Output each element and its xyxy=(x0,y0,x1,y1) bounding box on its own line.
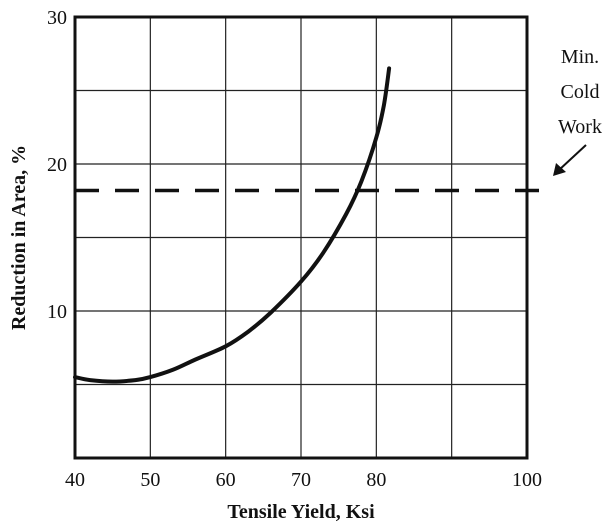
x-tick-label: 100 xyxy=(512,469,542,491)
annotation-arrowhead-icon xyxy=(553,163,566,176)
annotation-line-2: Cold xyxy=(561,81,600,103)
x-tick-label: 70 xyxy=(291,469,311,491)
annotation-line-1: Min. xyxy=(561,46,599,68)
annotation-line-3: Work xyxy=(558,116,602,138)
y-axis-label: Reduction in Area, % xyxy=(8,145,30,330)
y-tick-label: 30 xyxy=(47,7,67,29)
min-cold-work-annotation: Min. Cold Work xyxy=(553,46,602,176)
x-axis-label: Tensile Yield, Ksi xyxy=(227,501,375,523)
plot-frame xyxy=(73,15,529,460)
x-tick-label: 60 xyxy=(216,469,236,491)
y-tick-label: 10 xyxy=(47,301,67,323)
annotation-arrow-icon xyxy=(558,144,587,171)
y-tick-labels: 10 20 30 xyxy=(47,7,67,323)
x-tick-label: 50 xyxy=(140,469,160,491)
x-tick-label: 40 xyxy=(65,469,85,491)
x-tick-labels: 40 50 60 70 80 100 xyxy=(65,469,542,491)
y-tick-label: 20 xyxy=(47,154,67,176)
grid xyxy=(74,17,528,458)
x-tick-label: 80 xyxy=(366,469,386,491)
data-series-line xyxy=(73,66,392,384)
